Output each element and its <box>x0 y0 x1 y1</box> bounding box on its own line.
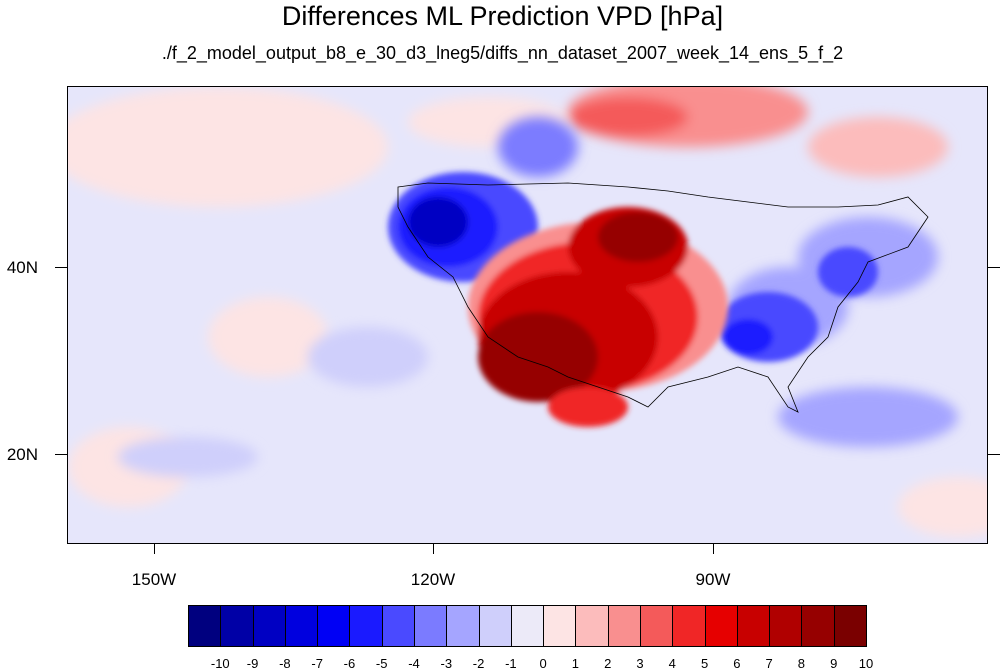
colorbar-box-1 <box>220 605 254 647</box>
colorbar-box-11 <box>543 605 577 647</box>
colorbar-box-13 <box>607 605 641 647</box>
southwest-positive-core <box>468 207 728 427</box>
colorbar-box-2 <box>252 605 286 647</box>
colorbar-label: -1 <box>505 656 517 671</box>
lon-tick-120w <box>433 544 434 554</box>
lon-tick-150w <box>154 544 155 554</box>
colorbar-box-12 <box>575 605 609 647</box>
colorbar-box-18 <box>769 605 803 647</box>
colorbar-box-20 <box>833 605 867 647</box>
colorbar-label: 10 <box>858 656 874 671</box>
colorbar-box-0 <box>188 605 222 647</box>
colorbar-box-5 <box>349 605 383 647</box>
colorbar-box-19 <box>801 605 835 647</box>
vpd-difference-field <box>68 87 987 543</box>
colorbar-box-3 <box>284 605 319 647</box>
colorbar-label: 1 <box>571 656 580 671</box>
colorbar-label: 4 <box>668 656 676 671</box>
colorbar-label: 8 <box>797 656 806 671</box>
colorbar-box-6 <box>381 605 415 647</box>
colorbar-label: 7 <box>765 656 773 671</box>
southeast-negative-core <box>718 247 878 362</box>
colorbar-label: 2 <box>604 656 612 671</box>
north-america-outline <box>397 182 929 413</box>
map-subtitle: ./f_2_model_output_b8_e_30_d3_lneg5/diff… <box>161 43 844 63</box>
colorbar-label: -7 <box>311 656 323 671</box>
colorbar-label: -2 <box>472 656 485 671</box>
colorbar-label: -8 <box>279 656 291 671</box>
colorbar-box-16 <box>704 605 738 647</box>
colorbar <box>188 605 867 647</box>
lat-tick-40n-right <box>988 267 1000 268</box>
colorbar-label: 9 <box>830 656 838 671</box>
lat-tick-40n-left <box>55 267 67 268</box>
colorbar-label: -3 <box>440 656 453 671</box>
colorbar-box-9 <box>478 605 512 647</box>
lon-label-120w: 120W <box>410 570 456 589</box>
colorbar-label: 0 <box>539 656 547 671</box>
colorbar-label: -5 <box>375 656 388 671</box>
colorbar-label: 6 <box>733 656 741 671</box>
lon-label-90w: 90W <box>695 570 731 589</box>
colorbar-box-7 <box>414 605 448 647</box>
colorbar-label: -4 <box>408 656 420 671</box>
map-plot-area <box>67 86 988 544</box>
colorbar-box-10 <box>510 605 545 647</box>
colorbar-label: -10 <box>210 656 230 671</box>
colorbar-label: 5 <box>700 656 709 671</box>
colorbar-label: 3 <box>636 656 644 671</box>
lat-label-40n: 40N <box>6 258 38 277</box>
colorbar-box-8 <box>446 605 480 647</box>
map-title: Differences ML Prediction VPD [hPa] <box>281 1 724 31</box>
lon-tick-90w <box>713 544 714 554</box>
northwest-negative-core <box>388 172 538 282</box>
lat-label-20n: 20N <box>6 445 38 464</box>
weak-positive-regions <box>68 87 987 537</box>
colorbar-box-17 <box>736 605 771 647</box>
colorbar-box-15 <box>672 605 706 647</box>
colorbar-label: -6 <box>343 656 356 671</box>
lon-label-150w: 150W <box>131 570 177 589</box>
lat-tick-20n-right <box>988 454 1000 455</box>
lat-tick-20n-left <box>55 454 67 455</box>
colorbar-box-4 <box>317 605 351 647</box>
colorbar-box-14 <box>640 605 674 647</box>
colorbar-label: -9 <box>246 656 259 671</box>
